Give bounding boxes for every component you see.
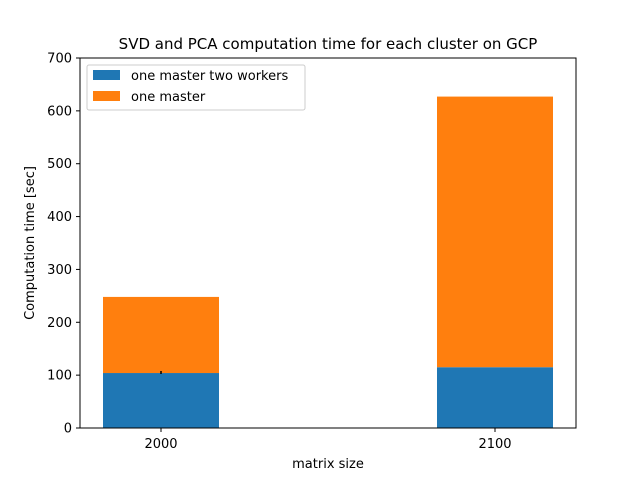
y-axis: 0 100 200 300 400 500 600 700	[47, 52, 80, 437]
y-tick-label: 200	[47, 316, 72, 331]
bar-2000-series-0	[103, 373, 219, 428]
chart-title: SVD and PCA computation time for each cl…	[119, 35, 538, 53]
plot-frame	[79, 57, 577, 429]
y-tick-label: 300	[47, 263, 72, 278]
bar-2000-series-1	[103, 296, 219, 374]
y-tick-label: 700	[47, 52, 72, 67]
legend: one master two workers one master	[86, 64, 306, 111]
x-tick-label: 2100	[478, 437, 511, 452]
legend-swatch-series-0	[93, 70, 120, 80]
y-tick-label: 0	[64, 422, 72, 437]
y-tick-label: 500	[47, 157, 72, 172]
y-tick-label: 400	[47, 210, 72, 225]
x-axis-label: matrix size	[292, 457, 364, 472]
legend-label-series-0: one master two workers	[131, 69, 288, 84]
bars-group	[103, 96, 553, 428]
legend-box	[86, 64, 306, 111]
legend-swatch-series-1	[93, 91, 120, 101]
bar-2100-series-0	[437, 367, 553, 428]
y-tick-label: 600	[47, 104, 72, 119]
y-axis-label: Computation time [sec]	[23, 166, 38, 320]
legend-label-series-1: one master	[131, 90, 206, 105]
x-tick-label: 2000	[144, 437, 177, 452]
bar-2100-series-1	[437, 96, 553, 368]
y-tick-label: 100	[47, 369, 72, 384]
x-axis: 2000 2100	[144, 428, 512, 452]
